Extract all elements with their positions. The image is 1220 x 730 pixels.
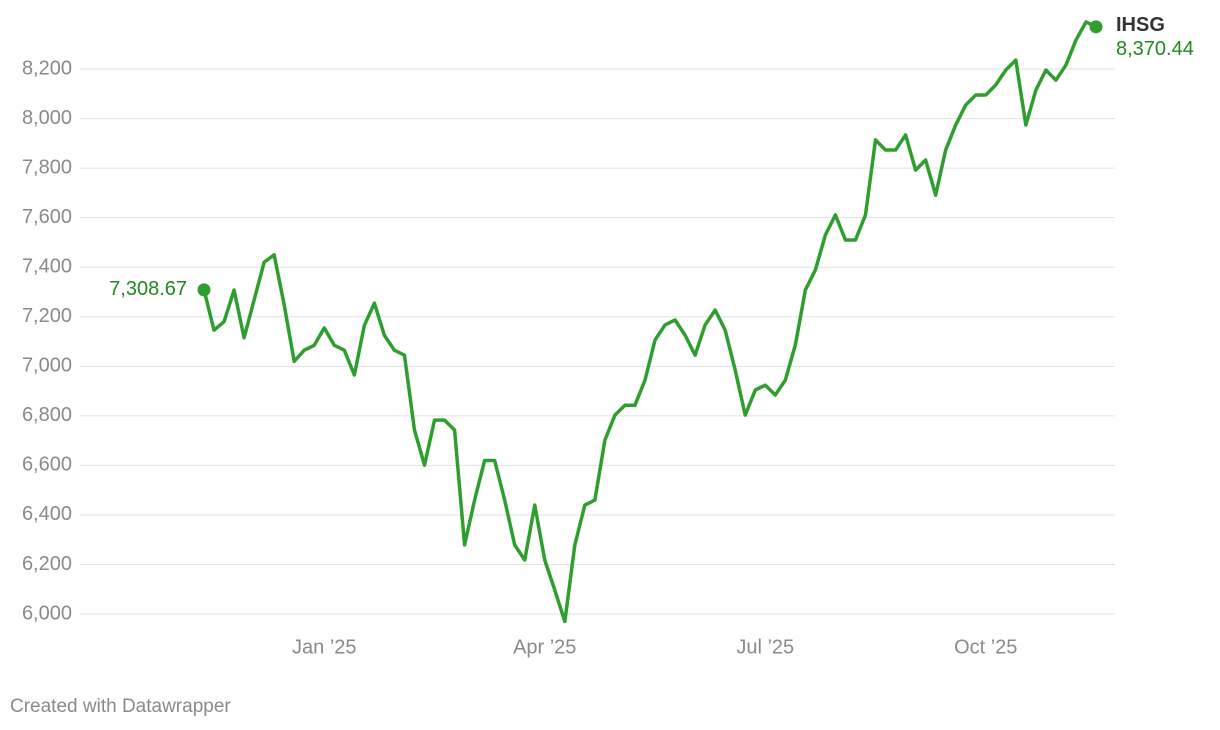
y-tick-label: 6,600 bbox=[22, 454, 72, 476]
y-tick-label: 7,800 bbox=[22, 156, 72, 178]
y-tick-label: 7,400 bbox=[22, 256, 72, 278]
y-tick-label: 6,200 bbox=[22, 553, 72, 575]
y-tick-label: 7,600 bbox=[22, 206, 72, 228]
end-dot bbox=[1089, 20, 1103, 34]
x-tick-label: Oct ’25 bbox=[954, 636, 1017, 658]
y-tick-label: 7,000 bbox=[22, 355, 72, 377]
footer: Created with Datawrapper bbox=[10, 696, 231, 717]
end-dot bbox=[197, 283, 211, 297]
x-tick-label: Jul ’25 bbox=[736, 636, 794, 658]
y-tick-label: 6,800 bbox=[22, 404, 72, 426]
line bbox=[202, 20, 1097, 624]
value-label: 7,308.67 bbox=[109, 278, 187, 300]
y-tick-label: 6,000 bbox=[22, 602, 72, 624]
y-tick-label: 8,200 bbox=[22, 57, 72, 79]
x-tick-label: Jan ’25 bbox=[292, 636, 357, 658]
x-tick-label: Apr ’25 bbox=[513, 636, 576, 658]
y-tick-label: 8,000 bbox=[22, 107, 72, 129]
value-label: 8,370.44 bbox=[1116, 38, 1194, 60]
y-tick-label: 6,400 bbox=[22, 503, 72, 525]
y-tick-label: 7,200 bbox=[22, 305, 72, 327]
series-label: IHSG bbox=[1116, 14, 1165, 36]
